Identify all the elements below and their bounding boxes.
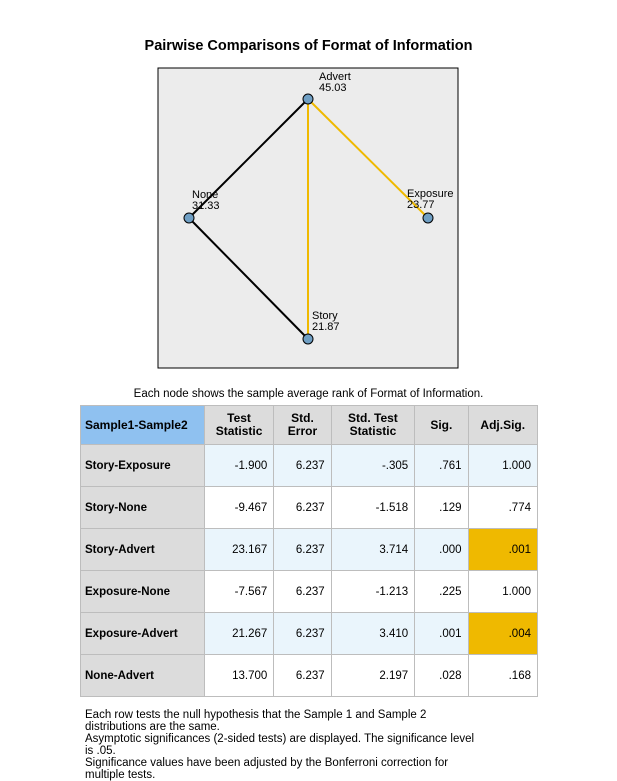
cell-std-test-statistic: 2.197 — [330, 654, 416, 697]
cell-std-error: 6.237 — [273, 528, 332, 571]
cell-std-test-statistic: 3.714 — [330, 528, 416, 571]
cell-adj-sig: 1.000 — [467, 444, 539, 487]
table-row: Story-Advert 23.167 6.237 3.714 .000 .00… — [80, 528, 539, 571]
row-pair-label: Exposure-None — [80, 570, 205, 613]
footnote-line: distributions are the same. — [85, 721, 220, 733]
footnote-line: multiple tests. — [85, 769, 156, 781]
cell-sig: .001 — [414, 612, 469, 655]
cell-test-statistic: 13.700 — [203, 654, 275, 697]
pairwise-comparisons-table: Sample1-Sample2 Test Statistic Std. Erro… — [80, 405, 539, 697]
table-row: None-Advert 13.700 6.237 2.197 .028 .168 — [80, 654, 539, 697]
header-std-error-line1: Std. — [291, 411, 314, 425]
cell-std-error: 6.237 — [273, 444, 332, 487]
cell-test-statistic: -1.900 — [203, 444, 275, 487]
edge-none-advert — [188, 98, 309, 219]
cell-sig: .028 — [414, 654, 469, 697]
header-test-statistic-line1: Test — [227, 411, 251, 425]
cell-test-statistic: 23.167 — [203, 528, 275, 571]
row-pair-label: Story-Exposure — [80, 444, 205, 487]
row-pair-label: Story-None — [80, 486, 205, 529]
table-row: Exposure-Advert 21.267 6.237 3.410 .001 … — [80, 612, 539, 655]
cell-sig: .129 — [414, 486, 469, 529]
node-label-exposure: Exposure — [407, 188, 453, 200]
cell-std-test-statistic: -1.518 — [330, 486, 416, 529]
cell-test-statistic: 21.267 — [203, 612, 275, 655]
footnote-line: is .05. — [85, 745, 116, 757]
row-pair-label: Exposure-Advert — [80, 612, 205, 655]
table-header-row: Sample1-Sample2 Test Statistic Std. Erro… — [80, 405, 539, 445]
cell-adj-sig: .774 — [467, 486, 539, 529]
header-pair: Sample1-Sample2 — [80, 405, 205, 445]
footnote-line: Significance values have been adjusted b… — [85, 757, 449, 769]
edge-advert-exposure — [307, 98, 429, 219]
node-none — [183, 212, 195, 224]
cell-std-error: 6.237 — [273, 570, 332, 613]
cell-sig: .225 — [414, 570, 469, 613]
footnote-line: Each row tests the null hypothesis that … — [85, 709, 427, 721]
node-label-advert: Advert — [319, 71, 351, 83]
cell-sig: .761 — [414, 444, 469, 487]
cell-adj-sig: .168 — [467, 654, 539, 697]
row-pair-label: None-Advert — [80, 654, 205, 697]
chart-title: Pairwise Comparisons of Format of Inform… — [144, 38, 473, 54]
cell-sig: .000 — [414, 528, 469, 571]
header-std-error-line2: Error — [287, 424, 318, 438]
header-std-test-line2: Statistic — [349, 424, 397, 438]
cell-std-test-statistic: -1.213 — [330, 570, 416, 613]
header-std-test-statistic: Std. Test Statistic — [330, 405, 416, 445]
table-row: Exposure-None -7.567 6.237 -1.213 .225 1… — [80, 570, 539, 613]
cell-std-error: 6.237 — [273, 654, 332, 697]
node-exposure — [422, 212, 434, 224]
header-adj-sig: Adj.Sig. — [467, 405, 539, 445]
table-row: Story-None -9.467 6.237 -1.518 .129 .774 — [80, 486, 539, 529]
node-value-none: 31.33 — [192, 200, 220, 212]
cell-std-error: 6.237 — [273, 612, 332, 655]
cell-adj-sig-significant: .001 — [467, 528, 539, 571]
cell-test-statistic: -7.567 — [203, 570, 275, 613]
header-std-test-line1: Std. Test — [348, 411, 398, 425]
node-value-advert: 45.03 — [319, 82, 347, 94]
cell-test-statistic: -9.467 — [203, 486, 275, 529]
footnote-line: Asymptotic significances (2-sided tests)… — [85, 733, 475, 745]
header-sig: Sig. — [414, 405, 469, 445]
cell-adj-sig-significant: .004 — [467, 612, 539, 655]
header-std-error: Std. Error — [273, 405, 332, 445]
node-story — [302, 333, 314, 345]
edge-none-story — [188, 217, 309, 340]
cell-std-error: 6.237 — [273, 486, 332, 529]
cell-std-test-statistic: 3.410 — [330, 612, 416, 655]
table-row: Story-Exposure -1.900 6.237 -.305 .761 1… — [80, 444, 539, 487]
node-label-story: Story — [312, 310, 338, 322]
row-pair-label: Story-Advert — [80, 528, 205, 571]
node-value-exposure: 23.77 — [407, 199, 435, 211]
chart-caption: Each node shows the sample average rank … — [133, 388, 484, 400]
node-label-none: None — [192, 189, 218, 201]
node-advert — [302, 93, 314, 105]
header-test-statistic-line2: Statistic — [215, 424, 263, 438]
table-footnotes: Each row tests the null hypothesis that … — [85, 709, 505, 781]
node-value-story: 21.87 — [312, 321, 340, 333]
cell-std-test-statistic: -.305 — [330, 444, 416, 487]
header-test-statistic: Test Statistic — [203, 405, 275, 445]
cell-adj-sig: 1.000 — [467, 570, 539, 613]
